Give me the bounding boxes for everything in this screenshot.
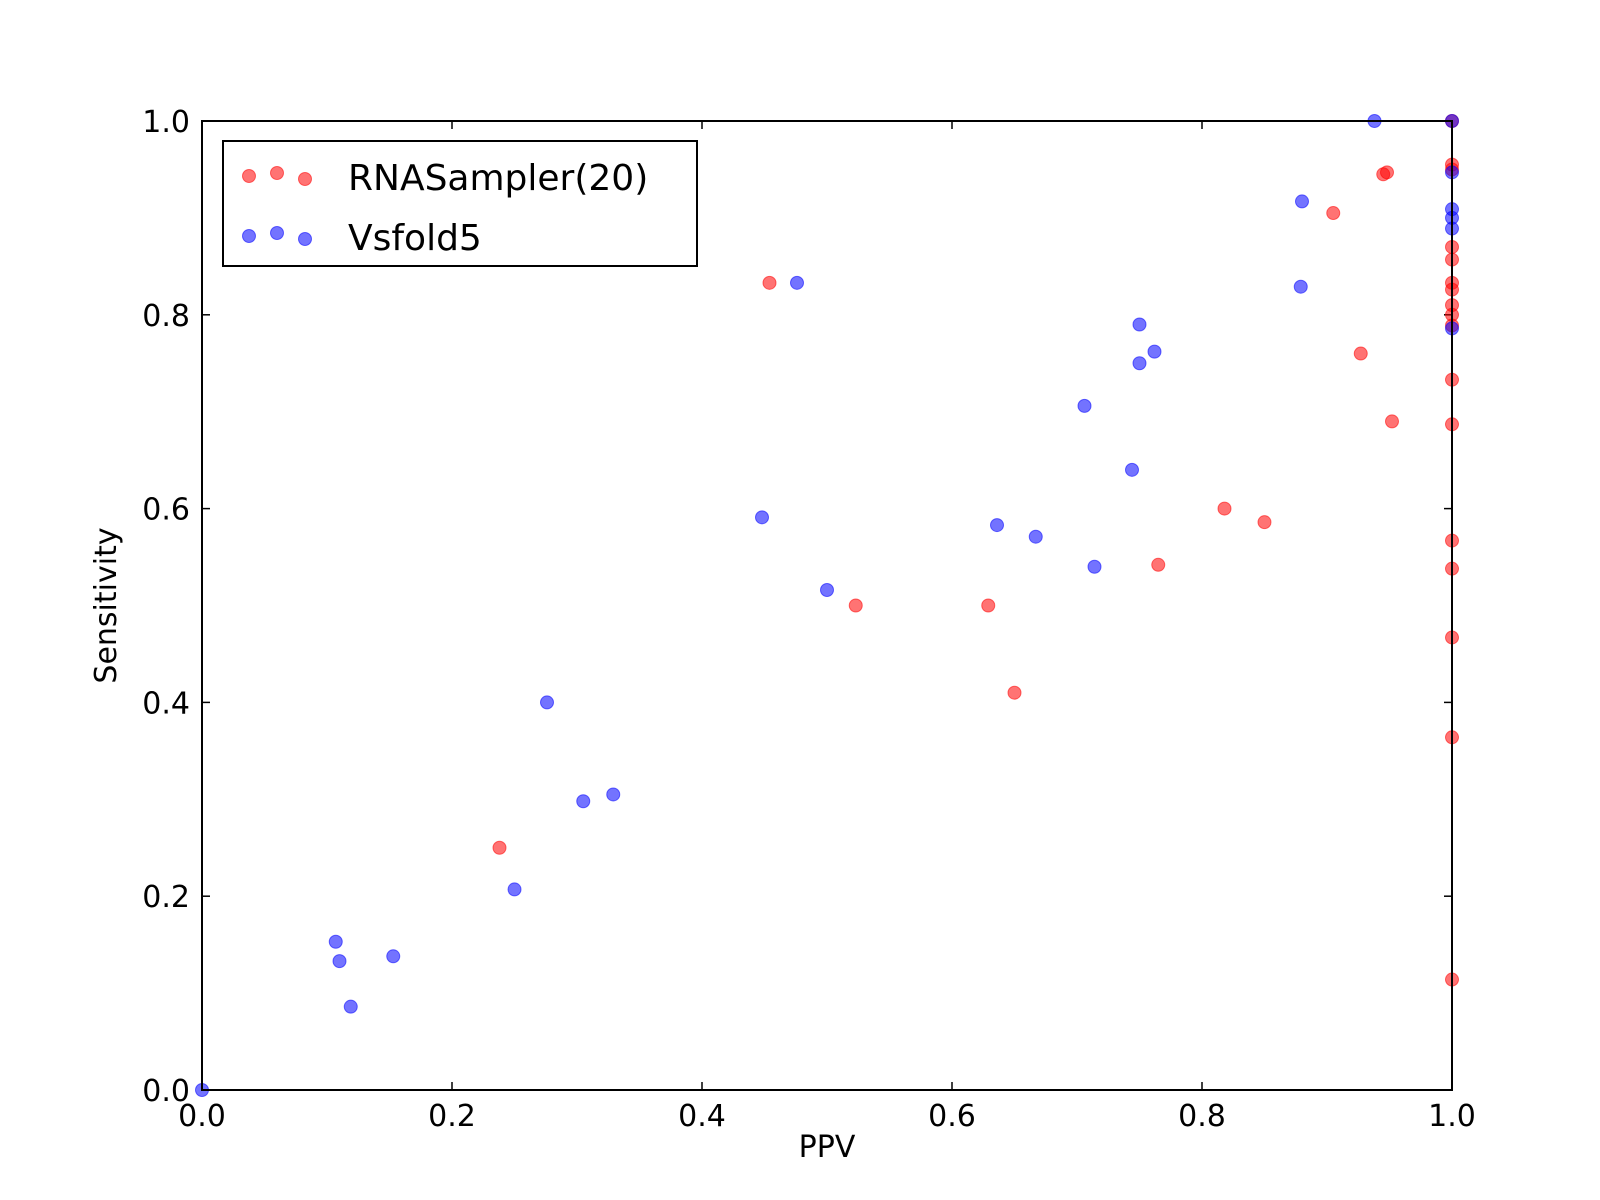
legend-label: Vsfold5	[348, 218, 482, 259]
data-point	[755, 510, 769, 525]
data-point	[990, 518, 1004, 533]
x-tick-label: 1.0	[1428, 1099, 1476, 1134]
data-point	[981, 598, 996, 613]
data-point	[1028, 529, 1043, 544]
data-point	[848, 598, 863, 613]
data-point	[576, 794, 591, 809]
data-point	[1125, 462, 1139, 477]
legend-marker	[242, 229, 256, 243]
data-point	[343, 999, 358, 1014]
x-tick-label: 0.6	[928, 1099, 976, 1134]
data-point	[1380, 165, 1394, 180]
x-tick-label: 0.2	[428, 1099, 476, 1134]
data-point	[540, 695, 554, 710]
data-point	[1087, 559, 1102, 574]
y-tick-label: 0.8	[142, 299, 190, 334]
legend-marker	[242, 169, 256, 183]
x-tick-label: 0.0	[178, 1099, 226, 1134]
y-tick-label: 0.4	[142, 686, 190, 721]
data-point	[1295, 194, 1309, 209]
data-point	[1385, 414, 1399, 429]
legend-marker	[270, 226, 284, 240]
y-tick-label: 1.0	[142, 105, 190, 140]
plot-frame	[201, 120, 1453, 1091]
data-point	[790, 275, 804, 290]
y-axis-label: Sensitivity	[89, 527, 124, 683]
data-point	[492, 840, 507, 855]
data-point	[1257, 515, 1272, 530]
legend-marker	[298, 172, 312, 186]
legend-marker	[298, 232, 312, 246]
x-tick-label: 0.4	[678, 1099, 726, 1134]
data-point	[762, 275, 777, 290]
data-point	[606, 787, 621, 802]
data-point	[1151, 557, 1166, 572]
data-point	[386, 949, 401, 964]
data-point	[328, 934, 343, 949]
y-tick-label: 0.2	[142, 880, 190, 915]
legend-marker	[270, 166, 284, 180]
data-point	[1132, 356, 1147, 371]
data-point	[1132, 317, 1147, 332]
data-point	[507, 882, 522, 897]
x-axis-label: PPV	[799, 1130, 856, 1165]
data-point	[820, 582, 834, 597]
data-point	[1217, 501, 1232, 516]
data-point	[1293, 279, 1308, 294]
data-point	[332, 954, 347, 969]
y-tick-label: 0.0	[142, 1074, 190, 1109]
legend-label: RNASampler(20)	[348, 158, 648, 199]
x-tick-label: 0.8	[1178, 1099, 1226, 1134]
data-point	[1326, 206, 1341, 221]
legend: RNASampler(20) Vsfold5	[222, 140, 698, 267]
data-point	[1077, 398, 1092, 413]
data-point	[1147, 344, 1162, 359]
data-point	[1353, 346, 1368, 361]
data-point	[1007, 685, 1022, 700]
tick-labels: 0.0 0.2 0.4 0.6 0.8 1.0 0.0 0.2 0.4 0.6 0.8 1.0	[142, 105, 1476, 1134]
y-tick-label: 0.6	[142, 493, 190, 528]
